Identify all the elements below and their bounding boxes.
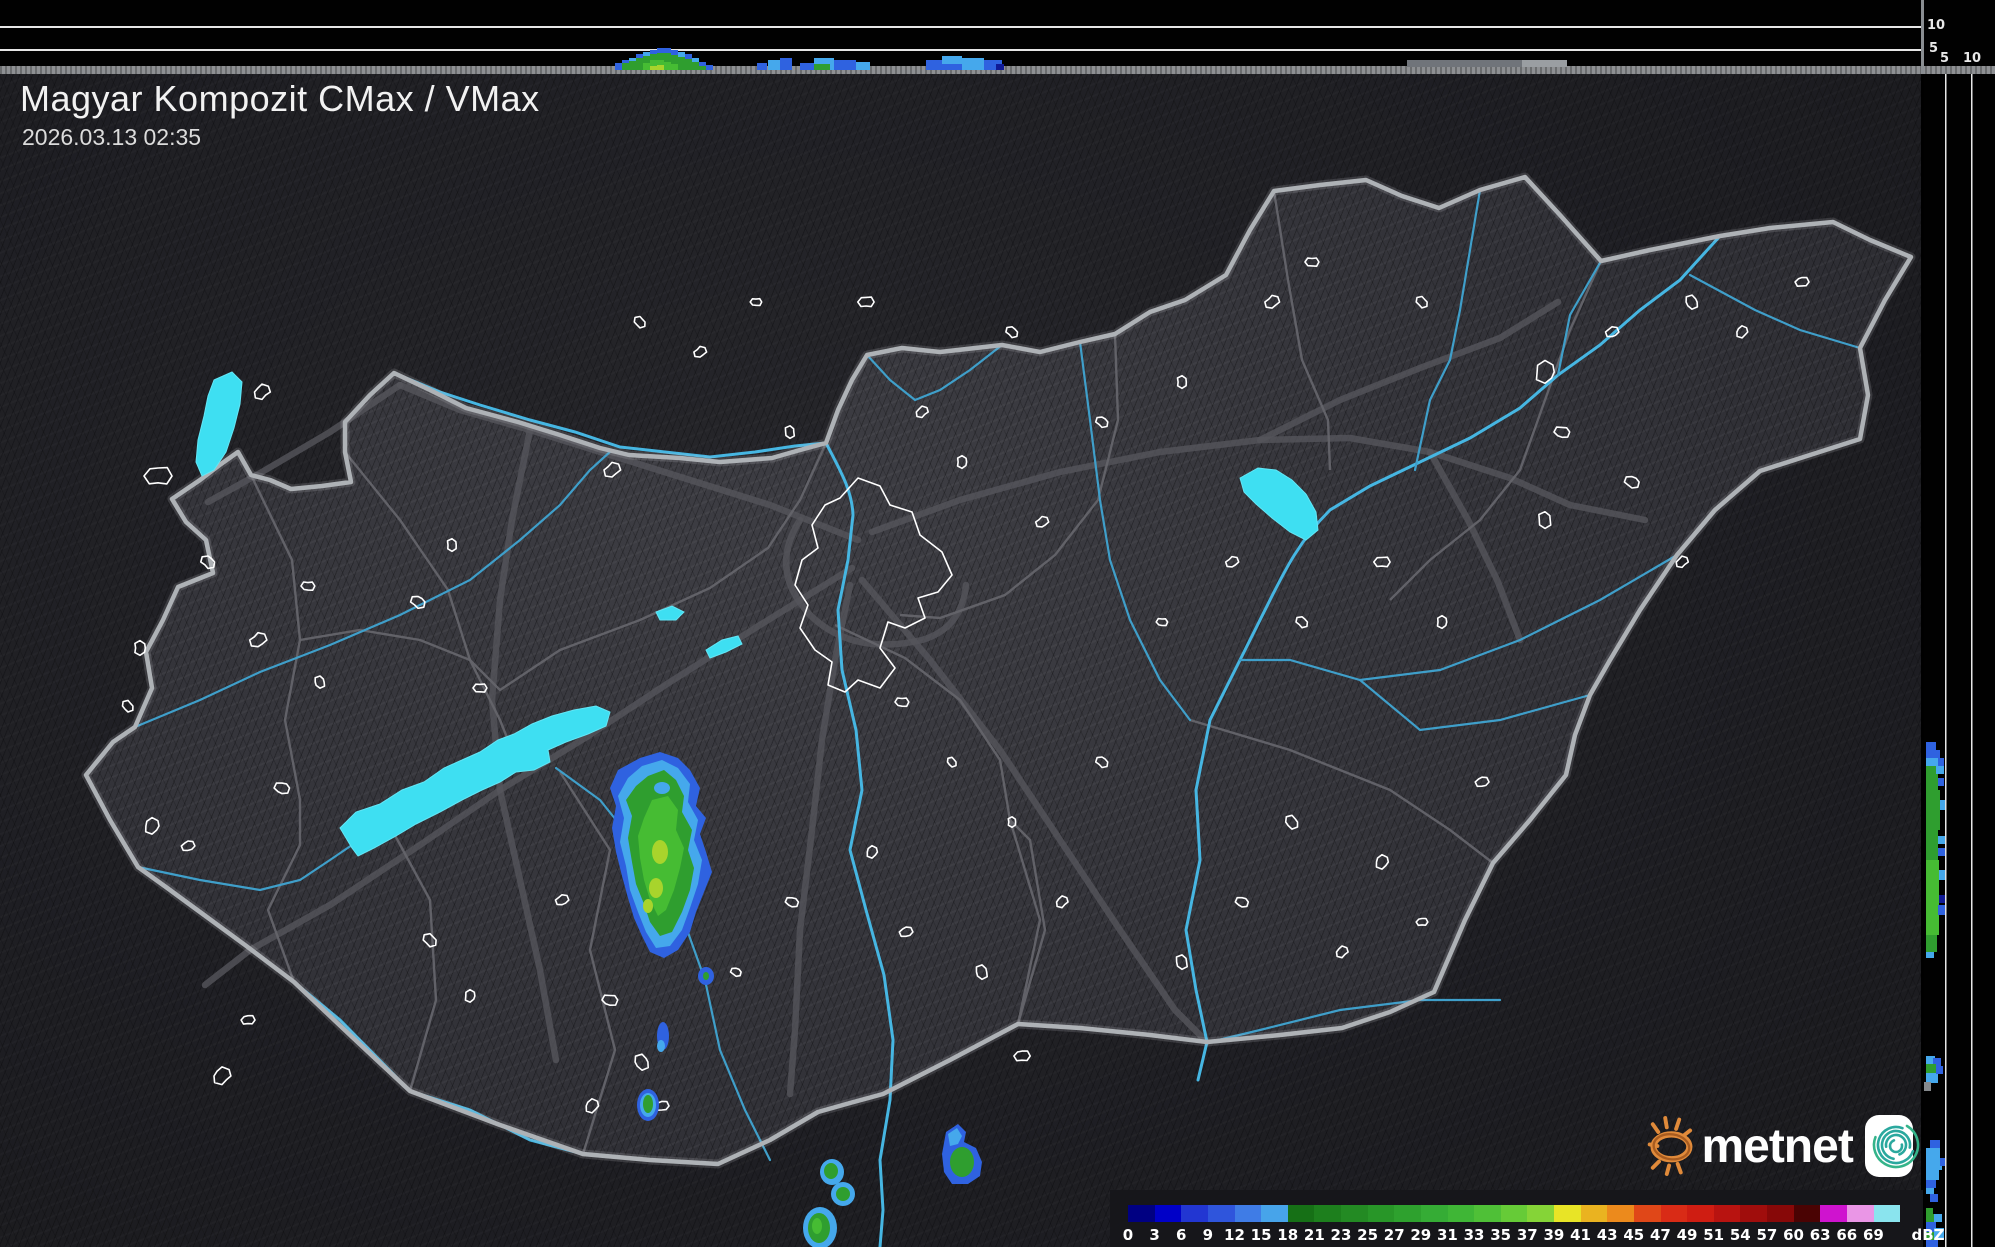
top-profile-echoes: [615, 48, 1567, 70]
legend-tick-label: 49: [1676, 1226, 1698, 1244]
legend-color-cell: [1633, 1205, 1661, 1222]
legend-color-cell: [1846, 1205, 1874, 1222]
budapest-outline: [794, 477, 953, 693]
legend-tick-label: 31: [1437, 1226, 1458, 1244]
road-network: [201, 298, 1649, 1098]
lake-velence: [705, 635, 743, 659]
legend-tick-label: 33: [1463, 1226, 1485, 1244]
sun-icon: [1647, 1116, 1693, 1176]
right-profile-echoes: [1924, 74, 1973, 1247]
legend-tick-label: 18: [1277, 1226, 1299, 1244]
outside-country-shade: [0, 74, 1921, 1247]
legend-color-cell: [1261, 1205, 1288, 1222]
legend-labels: 0 3 6 9 12 15 18 21 23 25 27 29 31 33 35 37 39 41 43 45 47 49…: [1123, 1226, 1918, 1244]
radar-echoes: [610, 752, 982, 1247]
legend-color-cell: [1154, 1205, 1182, 1222]
legend-color-cell: [1873, 1205, 1901, 1222]
legend-tick-label: 9: [1202, 1226, 1214, 1244]
map-title: Magyar Kompozit CMax / VMax: [20, 78, 540, 119]
legend-color-cell: [1660, 1205, 1688, 1222]
legend-color-cell: [1500, 1205, 1528, 1222]
legend-color-cell: [1554, 1205, 1581, 1222]
legend-tick-label: 29: [1410, 1226, 1432, 1244]
legend-tick-label: 60: [1783, 1226, 1804, 1244]
legend-tick-label: 57: [1756, 1226, 1778, 1244]
top-strip-10km-line: [0, 26, 1921, 28]
lake-ferto: [195, 371, 243, 477]
legend-color-cell: [1713, 1205, 1741, 1222]
legend-color-cell: [1341, 1205, 1368, 1222]
map-terrain-background: [0, 74, 1921, 1247]
legend-tick-label: 35: [1490, 1226, 1512, 1244]
legend-tick-label: 6: [1176, 1226, 1187, 1244]
top-axis-label-5: 5: [1929, 41, 1939, 56]
legend-color-bar: [1128, 1205, 1901, 1222]
metnet-app-icon[interactable]: [1864, 1115, 1920, 1177]
legend-color-cell: [1181, 1205, 1208, 1222]
legend-tick-label: 25: [1357, 1226, 1379, 1244]
river-danube: [392, 371, 895, 1247]
legend-tick-label: 41: [1570, 1226, 1591, 1244]
legend-color-cell: [1394, 1205, 1421, 1222]
metnet-wordmark[interactable]: metnet: [1701, 1119, 1853, 1173]
legend-color-cell: [1447, 1205, 1475, 1222]
legend-tick-label: 27: [1383, 1226, 1405, 1244]
top-strip-5km-line: [0, 49, 1921, 51]
legend-tick-label: 21: [1303, 1226, 1325, 1244]
right-axis-label-5: 5: [1940, 51, 1950, 66]
legend-color-cell: [1740, 1205, 1767, 1222]
legend-tick-label: 63: [1809, 1226, 1831, 1244]
corner-divider: [1921, 0, 1924, 74]
legend-color-cell: [1287, 1205, 1315, 1222]
lake-balaton: [339, 705, 611, 857]
legend-tick-label: 3: [1149, 1226, 1160, 1244]
county-borders: [249, 190, 1603, 1155]
legend-tick-label: 69: [1862, 1226, 1884, 1244]
right-strip-10km-line: [1971, 74, 1973, 1247]
right-axis-label-10: 10: [1963, 51, 1982, 66]
dbz-legend: 0 3 6 9 12 15 18 21 23 25 27 29 31 33 35 37 39 41 43 45 47 49…: [1110, 1190, 1945, 1247]
legend-color-cell: [1207, 1205, 1235, 1222]
map-timestamp: 2026.03.13 02:35: [22, 124, 202, 150]
legend-tick-label: 51: [1703, 1226, 1725, 1244]
river-tisza: [1184, 234, 1722, 1082]
legend-tick-label: 39: [1543, 1226, 1565, 1244]
legend-tick-label: 37: [1516, 1226, 1538, 1244]
spiral-icon: [1872, 1121, 1920, 1169]
rivers: [133, 188, 1862, 1247]
legend-color-cell: [1234, 1205, 1262, 1222]
legend-color-cell: [1527, 1205, 1554, 1222]
legend-tick-label: 47: [1649, 1226, 1671, 1244]
right-strip-5km-line: [1945, 74, 1947, 1247]
lake-tisza: [1239, 467, 1319, 541]
top-axis-label-10: 10: [1927, 18, 1946, 33]
legend-tick-label: 0: [1122, 1226, 1134, 1244]
legend-tick-label: 66: [1836, 1226, 1858, 1244]
legend-color-cell: [1607, 1205, 1634, 1222]
lakes: [195, 371, 1319, 857]
legend-color-cell: [1420, 1205, 1448, 1222]
legend-color-cell: [1820, 1205, 1847, 1222]
legend-tick-label: 15: [1250, 1226, 1272, 1244]
legend-unit-label: dBZ: [1911, 1226, 1945, 1244]
lake-tata: [655, 605, 685, 621]
legend-tick-label: 12: [1224, 1226, 1245, 1244]
legend-color-cell: [1687, 1205, 1714, 1222]
metnet-logo[interactable]: metnet: [1645, 1102, 1920, 1190]
legend-color-cell: [1474, 1205, 1501, 1222]
legend-tick-label: 45: [1623, 1226, 1645, 1244]
legend-color-cell: [1767, 1205, 1794, 1222]
legend-color-cell: [1793, 1205, 1821, 1222]
legend-color-cell: [1580, 1205, 1608, 1222]
legend-tick-label: 43: [1596, 1226, 1618, 1244]
legend-color-cell: [1314, 1205, 1341, 1222]
legend-color-cell: [1367, 1205, 1395, 1222]
right-profile-strip: [1924, 74, 1995, 1247]
country-border: [83, 174, 1914, 1167]
legend-color-cell: [1128, 1205, 1155, 1222]
legend-tick-label: 23: [1330, 1226, 1352, 1244]
legend-tick-label: 54: [1729, 1226, 1751, 1244]
